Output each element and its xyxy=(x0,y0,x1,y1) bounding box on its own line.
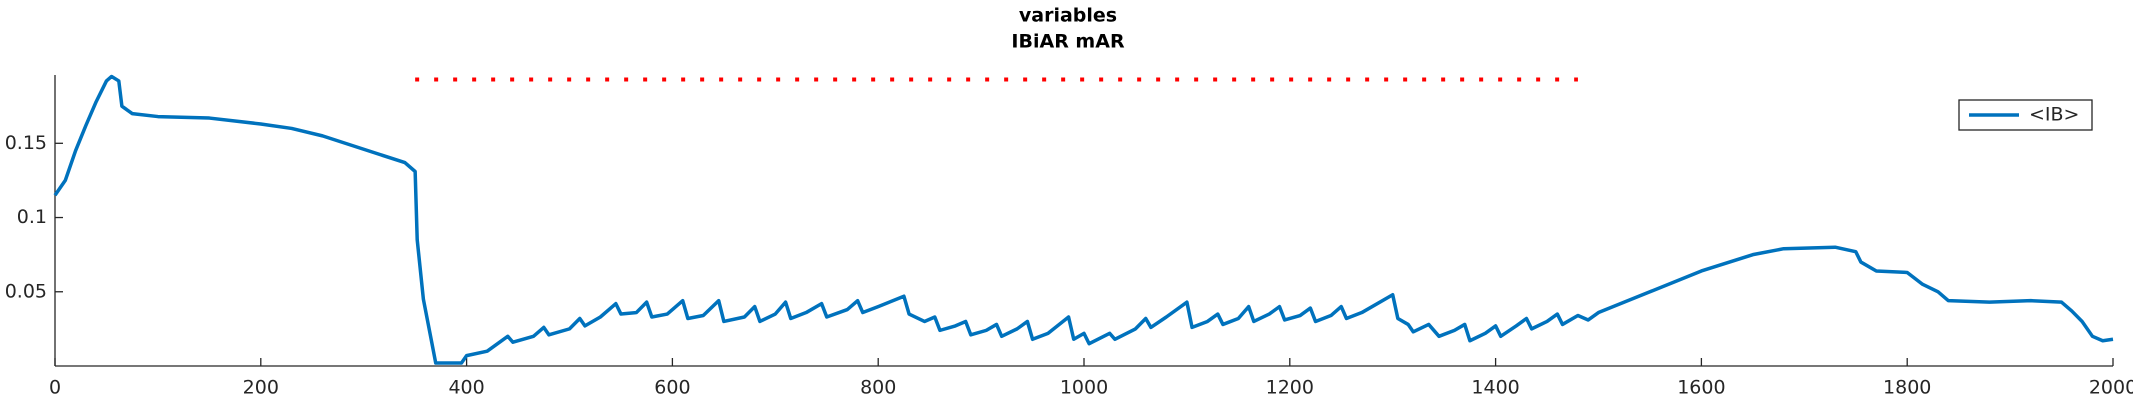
legend-label: <IB> xyxy=(2029,104,2079,126)
chart-title: variables xyxy=(1019,5,1117,27)
x-tick-label: 1600 xyxy=(1677,377,1725,399)
x-tick-label: 1200 xyxy=(1266,377,1314,399)
x-tick-label: 1400 xyxy=(1471,377,1519,399)
line-series xyxy=(53,74,2114,365)
x-tick-label: 800 xyxy=(860,377,896,399)
x-tick-label: 0 xyxy=(49,377,61,399)
y-tick-label: 0.15 xyxy=(5,132,47,154)
y-tick-label: 0.05 xyxy=(5,280,47,302)
y-tick-label: 0.1 xyxy=(17,206,47,228)
x-tick-label: 600 xyxy=(654,377,690,399)
x-tick-label: 400 xyxy=(448,377,484,399)
x-tick-label: 200 xyxy=(243,377,279,399)
x-tick-label: 1000 xyxy=(1060,377,1108,399)
x-tick-label: 2000 xyxy=(2089,377,2133,399)
x-tick-label: 1800 xyxy=(1883,377,1931,399)
chart-subtitle: IBiAR mAR xyxy=(1011,31,1125,53)
